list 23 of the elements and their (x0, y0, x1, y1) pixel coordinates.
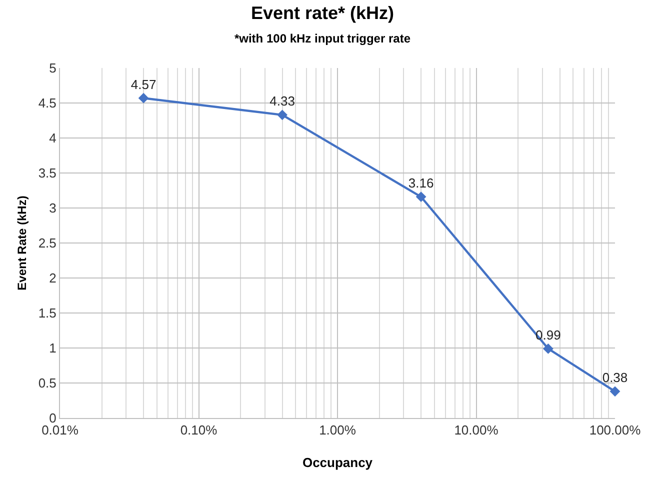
data-label: 0.38 (602, 370, 628, 386)
x-tick-label: 100.00% (589, 422, 642, 438)
x-tick-label: 1.00% (319, 422, 356, 438)
y-tick-label: 3 (49, 200, 56, 216)
y-tick-label: 2 (49, 270, 56, 286)
data-label: 3.16 (408, 176, 434, 191)
y-tick-label: 1.5 (38, 306, 56, 321)
chart-title: Event rate* (kHz) (250, 3, 394, 24)
data-label: 4.57 (130, 76, 156, 92)
y-tick-label: 0.5 (38, 376, 56, 391)
y-tick-label: 4.5 (38, 96, 56, 111)
y-axis-title: Event Rate (kHz) (15, 196, 29, 290)
y-tick-label: 2.5 (38, 236, 56, 251)
x-axis-title: Occupancy (302, 455, 374, 470)
x-tick-label: 10.00% (454, 422, 499, 438)
y-tick-label: 3.5 (38, 166, 56, 181)
y-tick-label: 4 (49, 130, 56, 146)
y-tick-label: 1 (49, 340, 56, 356)
x-tick-label: 0.10% (180, 422, 218, 438)
chart-subtitle: *with 100 kHz input trigger rate (234, 32, 411, 46)
data-label: 0.99 (536, 327, 561, 342)
y-tick-label: 5 (49, 60, 56, 76)
data-label: 4.33 (270, 94, 295, 109)
